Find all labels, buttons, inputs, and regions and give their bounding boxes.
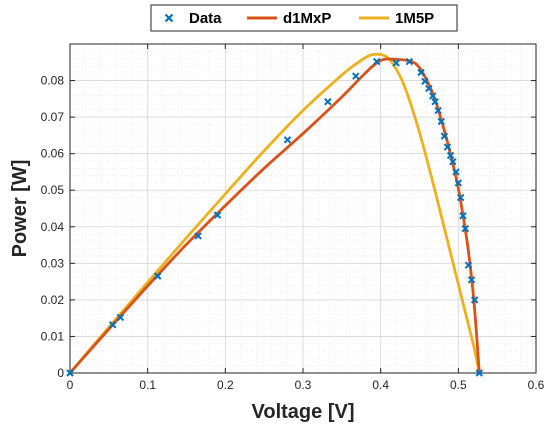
data-point-stroke (421, 77, 429, 85)
data-point-stroke (443, 143, 452, 151)
data-point-stroke (194, 232, 202, 240)
data-point-stroke (392, 59, 400, 67)
data-point-stroke (283, 136, 292, 144)
data-point (440, 132, 449, 140)
data-point (449, 158, 457, 166)
series-line-d1mxp (68, 57, 481, 375)
data-point-stroke (431, 98, 439, 106)
legend: Data d1MxP 1M5P (150, 4, 458, 32)
data-point (109, 321, 117, 329)
data-point-stroke (467, 276, 476, 284)
data-point (283, 136, 292, 144)
data-point (392, 59, 400, 67)
x-tick-label: 0.1 (139, 378, 156, 392)
data-point (464, 261, 473, 269)
x-tick-label: 0.6 (528, 378, 545, 392)
x-axis-label: Voltage [V] (252, 401, 355, 423)
data-point-stroke (352, 72, 360, 80)
y-tick-label: 0.04 (41, 220, 65, 234)
data-point (459, 212, 467, 220)
data-point (475, 369, 484, 377)
data-point-stroke (475, 369, 484, 377)
data-point-stroke (373, 57, 381, 66)
tick-labels: 0 0.1 0.2 0.3 0.4 0.5 0.6 0 0.01 0.02 0.03 0.04 0.05… (41, 74, 545, 392)
data-point-stroke (154, 272, 162, 280)
data-point (470, 296, 479, 304)
y-tick-label: 0.06 (41, 147, 65, 161)
y-tick-label: 0.08 (41, 74, 65, 88)
data-point-stroke (454, 179, 463, 187)
data-point (431, 98, 439, 106)
data-point (446, 151, 455, 160)
data-point-stroke (66, 369, 74, 377)
data-point (421, 77, 429, 85)
data-point-stroke (434, 106, 442, 115)
data-point-stroke (461, 224, 470, 233)
legend-label: d1MxP (283, 10, 331, 27)
data-point (434, 106, 442, 115)
legend-box (150, 4, 458, 32)
axes (69, 43, 537, 374)
y-tick-label: 0.05 (41, 183, 65, 197)
data-point (154, 272, 162, 280)
legend-label: Data (189, 10, 222, 27)
data-point-stroke (449, 158, 457, 166)
series-line-1m5p (68, 52, 481, 375)
data-point (352, 72, 360, 80)
data-point (417, 68, 425, 77)
legend-label: 1M5P (395, 10, 434, 27)
plot-area (66, 52, 484, 377)
data-point-stroke (405, 57, 414, 66)
data-point (116, 313, 125, 322)
y-tick-label: 0.01 (41, 329, 65, 343)
data-point-stroke (437, 117, 445, 126)
y-tick-label: 0.02 (41, 293, 65, 307)
y-axis-label: Power [W] (9, 160, 31, 258)
legend-marker (164, 13, 174, 23)
y-tick-label: 0.03 (41, 256, 65, 270)
data-point-stroke (459, 212, 467, 220)
grid (69, 43, 537, 374)
data-point (461, 224, 470, 233)
x-tick-label: 0.5 (450, 378, 467, 392)
x-tick-label: 0.3 (295, 378, 312, 392)
y-tick-label: 0 (57, 366, 64, 380)
data-point-stroke (456, 193, 465, 202)
x-tick-label: 0 (67, 378, 74, 392)
data-point-stroke (324, 98, 332, 106)
data-point-stroke (446, 151, 455, 160)
data-point-stroke (440, 132, 449, 140)
data-point-stroke (428, 92, 437, 100)
data-point (66, 369, 74, 377)
data-point (373, 57, 381, 66)
x-tick-label: 0.2 (217, 378, 234, 392)
data-point-stroke (213, 211, 222, 219)
data-point (194, 232, 202, 240)
data-point-stroke (464, 261, 473, 269)
y-tick-label: 0.07 (41, 110, 65, 124)
data-point (428, 92, 437, 100)
data-point (437, 117, 445, 126)
data-point-stroke (452, 168, 460, 176)
x-tick-label: 0.4 (372, 378, 389, 392)
data-point-stroke (470, 296, 479, 304)
data-point (425, 84, 433, 93)
data-point-stroke (417, 68, 425, 77)
data-point-stroke (116, 313, 125, 322)
data-point (324, 98, 332, 106)
data-point (443, 143, 452, 151)
data-point (213, 211, 222, 219)
data-point (467, 276, 476, 284)
data-point-stroke (425, 84, 433, 93)
data-point (452, 168, 460, 176)
data-point (456, 193, 465, 202)
data-point (454, 179, 463, 187)
data-point (405, 57, 414, 66)
data-point-stroke (109, 321, 117, 329)
